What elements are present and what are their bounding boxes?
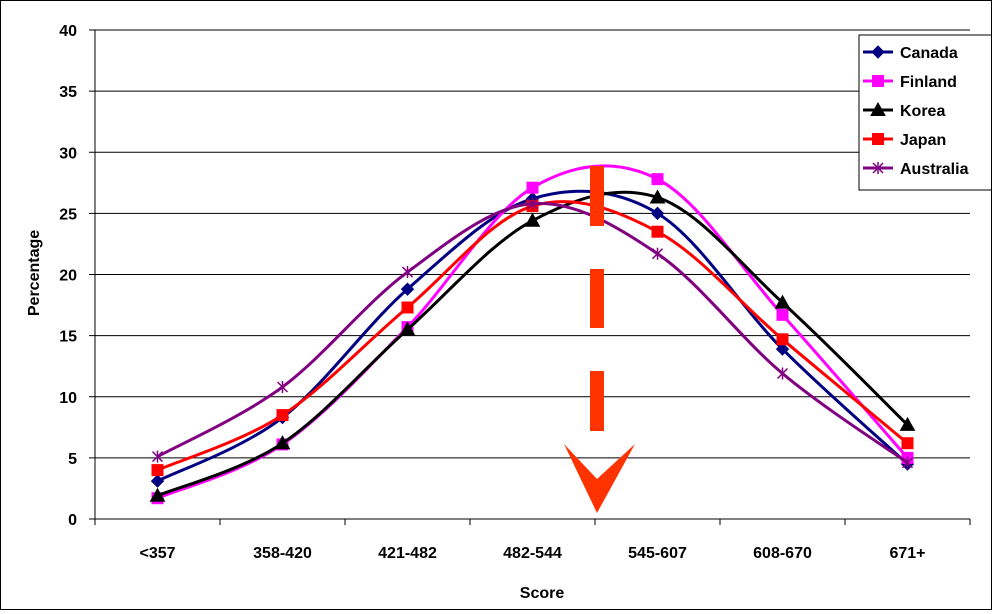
x-axis-label: Score — [520, 585, 565, 602]
arrow-dash — [590, 166, 604, 226]
y-tick-label: 30 — [59, 145, 77, 162]
y-tick-label: 5 — [68, 451, 77, 468]
data-point-australia — [651, 247, 664, 260]
data-point-australia — [151, 450, 164, 463]
data-point-australia — [276, 380, 289, 393]
x-tick-label: <357 — [139, 545, 175, 562]
data-point-canada — [400, 282, 415, 296]
legend-label-finland: Finland — [900, 74, 957, 91]
series-line-korea — [156, 190, 909, 498]
data-point-korea — [649, 189, 666, 204]
data-point-finland — [651, 173, 664, 186]
y-tick-label: 35 — [59, 84, 77, 101]
data-point-japan — [776, 333, 789, 346]
series-group — [149, 164, 916, 505]
data-point-korea — [149, 487, 166, 502]
series-japan — [151, 200, 914, 477]
x-tick-label: 608-670 — [753, 545, 812, 562]
data-point-korea — [774, 294, 791, 309]
series-australia — [151, 197, 914, 469]
y-tick-label: 10 — [59, 390, 77, 407]
legend-label-canada: Canada — [900, 45, 958, 62]
arrow-head — [564, 444, 635, 513]
x-tick-label: 358-420 — [253, 545, 312, 562]
data-point-japan — [276, 409, 289, 422]
y-tick-label: 25 — [59, 206, 77, 223]
legend-marker-finland — [872, 75, 884, 87]
x-tick-label: 482-544 — [503, 545, 562, 562]
y-tick-label: 15 — [59, 329, 77, 346]
y-tick-label: 20 — [59, 268, 77, 285]
x-tick-label: 421-482 — [378, 545, 437, 562]
data-point-australia — [401, 266, 414, 279]
arrow-dash — [590, 269, 604, 328]
legend: Canada Finland Korea Japan Australia — [858, 34, 992, 191]
data-point-canada — [650, 206, 665, 221]
legend-marker-australia — [872, 162, 884, 174]
data-point-finland — [526, 181, 539, 194]
data-point-canada — [150, 474, 165, 488]
axes — [94, 30, 970, 520]
x-tick-labels: <357 358-420 421-482 482-544 545-607 608-670 6… — [139, 545, 925, 562]
data-point-korea — [274, 435, 291, 450]
y-axis-label: Percentage — [26, 230, 43, 316]
data-point-australia — [526, 197, 539, 210]
data-point-korea — [399, 321, 416, 336]
data-point-finland — [776, 308, 789, 321]
data-point-japan — [401, 301, 414, 314]
data-point-japan — [901, 437, 914, 450]
data-point-canada — [775, 342, 790, 356]
legend-label-korea: Korea — [900, 103, 945, 120]
data-point-australia — [901, 456, 914, 469]
annotation-arrow — [564, 166, 635, 513]
legend-label-australia: Australia — [900, 161, 969, 178]
series-line-canada — [156, 189, 909, 483]
x-tick-label: 545-607 — [628, 545, 687, 562]
legend-marker-korea — [870, 101, 886, 116]
data-point-korea — [899, 416, 916, 431]
data-point-australia — [776, 367, 789, 380]
y-tick-labels: 0 5 10 15 20 25 30 35 40 — [59, 23, 77, 529]
legend-label-japan: Japan — [900, 132, 946, 149]
y-tick-label: 0 — [68, 512, 77, 529]
x-tick-label: 671+ — [889, 545, 925, 562]
arrow-dash — [590, 371, 604, 431]
y-tick-label: 40 — [59, 23, 77, 40]
legend-marker-japan — [872, 133, 884, 145]
legend-marker-canada — [871, 45, 885, 59]
gridlines — [89, 29, 971, 525]
data-point-korea — [524, 212, 541, 227]
series-canada — [150, 189, 915, 488]
data-point-japan — [151, 464, 164, 477]
data-point-japan — [651, 225, 664, 238]
series-korea — [149, 189, 916, 502]
